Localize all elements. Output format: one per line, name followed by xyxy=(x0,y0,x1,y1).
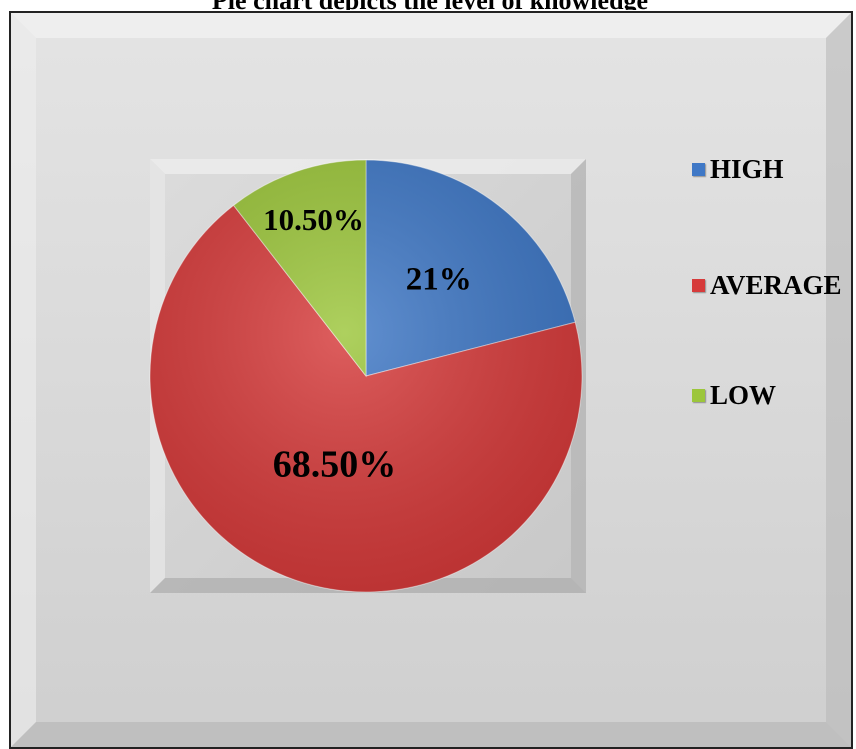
pie-chart: 21% 68.50% 10.50% xyxy=(11,13,851,747)
frame-bevel-right xyxy=(826,13,851,747)
data-label-average: 68.50% xyxy=(273,444,397,486)
frame-bevel-top xyxy=(11,13,851,38)
legend-swatch-average xyxy=(692,279,705,292)
legend-label-average: AVERAGE xyxy=(710,270,842,300)
chart-frame: 21% 68.50% 10.50% HIGH AVERAGE LOW xyxy=(9,11,853,749)
legend-swatch-low xyxy=(692,389,705,402)
legend-label-high: HIGH xyxy=(710,154,784,184)
pie-data-labels: 21% 68.50% 10.50% xyxy=(263,202,472,486)
frame-bevel-bottom xyxy=(11,722,851,747)
data-label-high: 21% xyxy=(406,262,472,298)
data-label-low: 10.50% xyxy=(263,202,364,237)
chart-title: Pie chart depicts the level of knowledge xyxy=(40,0,820,10)
legend-swatch-high xyxy=(692,163,705,176)
frame-bevel-left xyxy=(11,13,36,747)
pie-slices xyxy=(149,159,583,593)
legend-label-low: LOW xyxy=(710,380,777,410)
